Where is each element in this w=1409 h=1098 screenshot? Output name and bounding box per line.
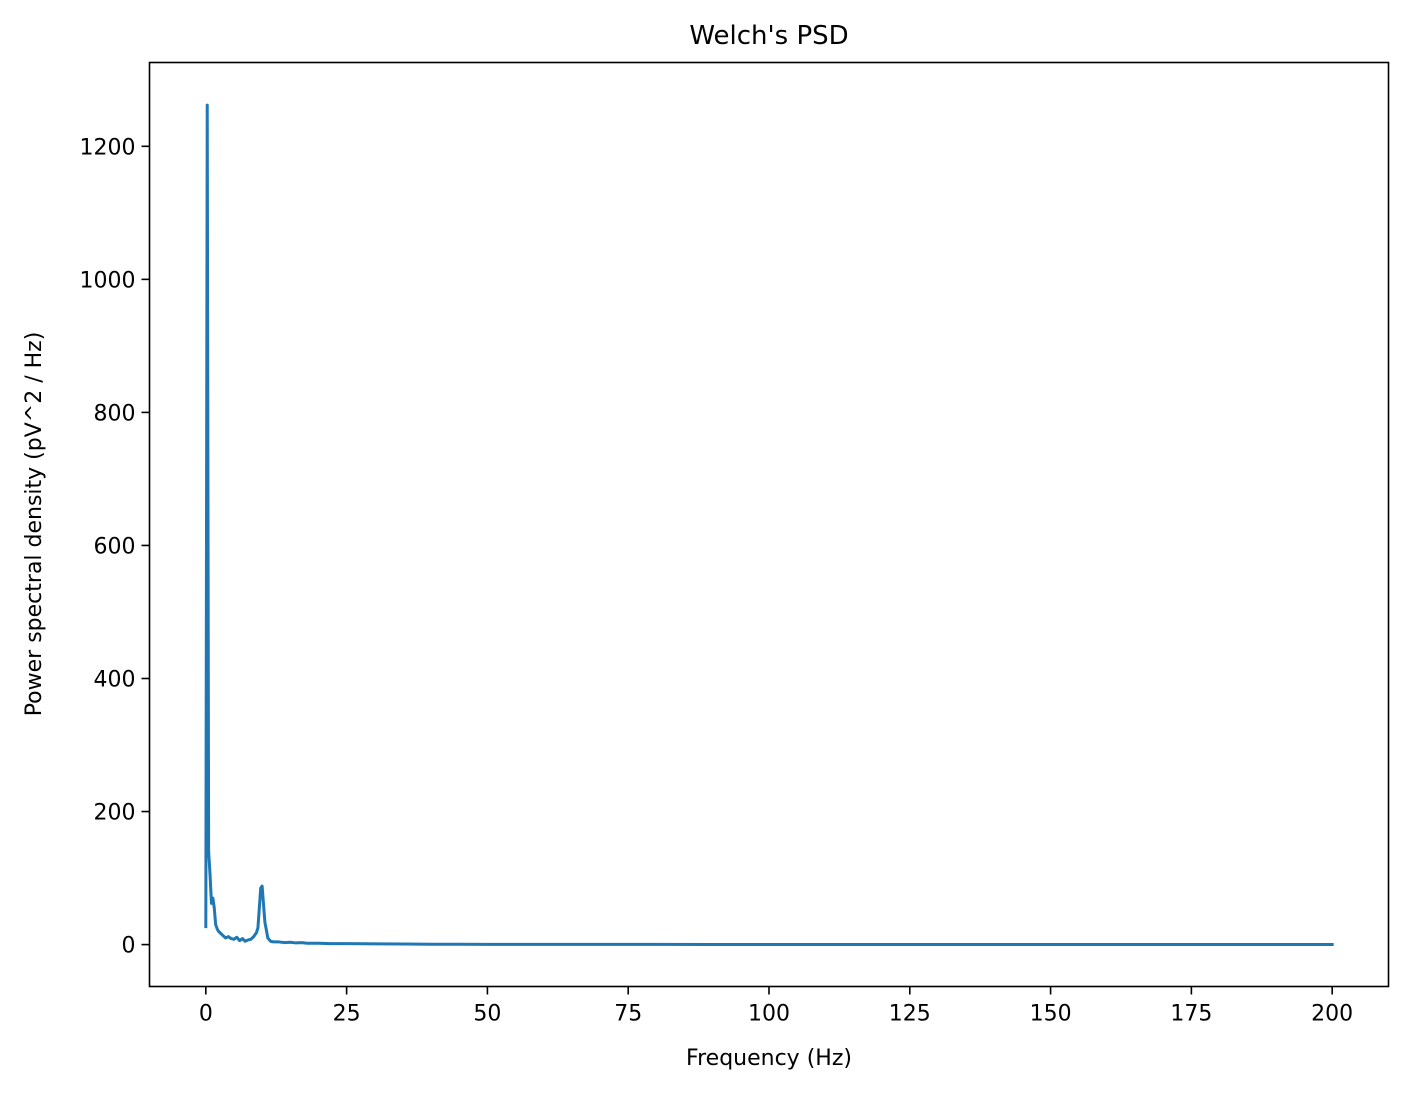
y-axis-ticks: 0 200 400 600 800 1000 1200 [80,135,150,959]
x-tick-label: 25 [333,1002,361,1027]
x-axis-ticks: 0 25 50 75 100 125 150 175 200 [199,986,1353,1027]
x-tick-label: 150 [1030,1002,1072,1027]
x-tick-label: 100 [748,1002,790,1027]
x-axis-label: Frequency (Hz) [686,1046,852,1071]
x-tick-label: 0 [199,1002,213,1027]
y-tick-label: 200 [94,801,136,826]
chart-title: Welch's PSD [689,21,848,51]
y-tick-label: 0 [122,934,136,959]
x-tick-label: 175 [1170,1002,1212,1027]
y-tick-label: 800 [94,401,136,426]
y-tick-label: 1000 [80,268,136,293]
plot-area [204,103,1334,947]
x-tick-label: 200 [1311,1002,1353,1027]
x-tick-label: 50 [473,1002,501,1027]
y-axis-label: Power spectral density (pV^2 / Hz) [22,332,47,717]
y-tick-label: 1200 [80,135,136,160]
psd-series-line [204,103,1334,947]
x-tick-label: 75 [614,1002,642,1027]
axes-frame [148,61,1390,988]
y-tick-label: 600 [94,534,136,559]
x-tick-label: 125 [889,1002,931,1027]
y-tick-label: 400 [94,668,136,693]
